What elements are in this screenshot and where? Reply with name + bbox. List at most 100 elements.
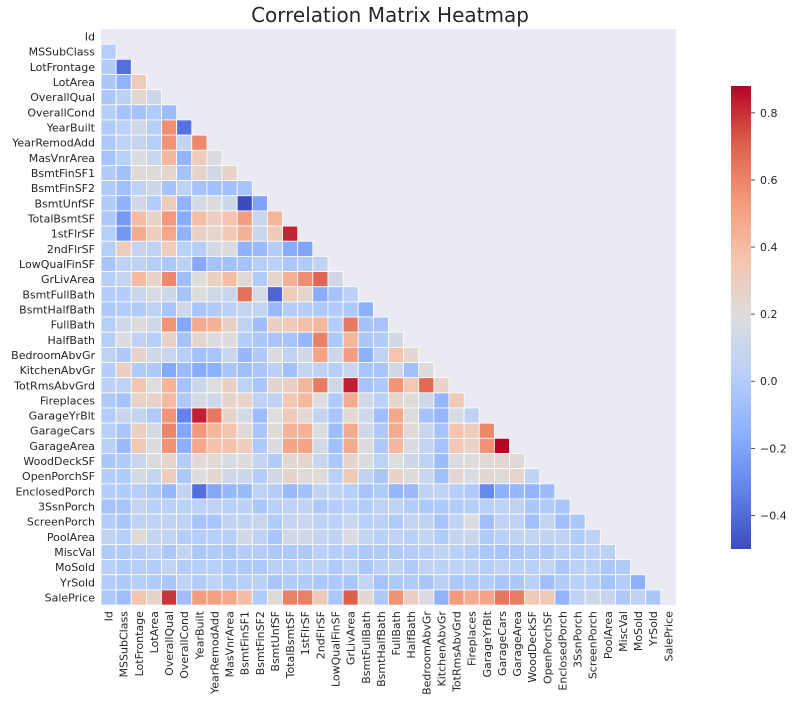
heatmap-cell (357, 346, 374, 363)
heatmap-cell (388, 498, 405, 515)
heatmap-cell (115, 453, 132, 470)
heatmap-cell (130, 240, 147, 257)
heatmap-cell (297, 528, 314, 545)
heatmap-cell (206, 392, 223, 409)
heatmap-cell (115, 240, 132, 257)
heatmap-cell (191, 301, 208, 318)
heatmap-cell (115, 559, 132, 576)
heatmap-cell (115, 301, 132, 318)
heatmap-cell (251, 407, 268, 424)
heatmap-cell (418, 589, 435, 606)
heatmap-cell (357, 528, 374, 545)
x-tick-label: PoolArea (602, 611, 615, 659)
heatmap-cell (251, 240, 268, 257)
heatmap-cell (100, 134, 117, 151)
heatmap-cell (145, 89, 162, 106)
heatmap-cell (100, 89, 117, 106)
heatmap-cell (493, 528, 510, 545)
heatmap-cell (342, 544, 359, 561)
heatmap-cell (282, 331, 299, 348)
heatmap-cell (478, 544, 495, 561)
heatmap-cell (130, 301, 147, 318)
heatmap-cell (100, 165, 117, 182)
heatmap-cell (372, 377, 389, 394)
heatmap-cell (433, 589, 450, 606)
heatmap-cell (161, 574, 178, 591)
heatmap-cell (161, 255, 178, 272)
heatmap-cell (327, 574, 344, 591)
heatmap-cell (267, 286, 283, 303)
heatmap-cell (645, 589, 662, 606)
heatmap-cell (115, 331, 132, 348)
heatmap-cell (615, 589, 631, 606)
y-tick-label: OverallCond (27, 106, 95, 119)
heatmap-cell (433, 377, 450, 394)
x-tick-label: LotFrontage (133, 611, 146, 677)
heatmap-cell (267, 589, 283, 606)
heatmap-cell (130, 559, 147, 576)
x-tick-label: FullBath (390, 611, 403, 655)
heatmap-cell (267, 468, 283, 485)
heatmap-cell (282, 346, 299, 363)
heatmap-cell (206, 498, 223, 515)
heatmap-cell (191, 574, 208, 591)
x-tick-label: BsmtFullBath (360, 611, 373, 684)
heatmap-cell (478, 453, 495, 470)
heatmap-cell (509, 528, 526, 545)
heatmap-cell (145, 544, 162, 561)
heatmap-cell (191, 195, 208, 212)
heatmap-cell (115, 392, 132, 409)
heatmap-cell (267, 255, 283, 272)
y-tick-label: MSSubClass (29, 46, 96, 59)
heatmap-cell (130, 346, 147, 363)
heatmap-cell (312, 589, 329, 606)
x-tick-label: LotArea (148, 611, 161, 653)
heatmap-cell (221, 286, 238, 303)
heatmap-cell (524, 559, 541, 576)
heatmap-cell (251, 422, 268, 439)
heatmap-cell (206, 574, 223, 591)
heatmap-cell (115, 422, 132, 439)
heatmap-cell (176, 225, 193, 242)
heatmap-cell (251, 195, 268, 212)
x-tick-label: MasVnrArea (224, 611, 237, 677)
heatmap-cell (418, 377, 435, 394)
heatmap-cell (191, 210, 208, 227)
heatmap-cell (327, 483, 344, 500)
heatmap-cell (372, 574, 389, 591)
heatmap-cell (161, 377, 178, 394)
heatmap-cell (267, 271, 283, 288)
heatmap-cell (448, 468, 465, 485)
x-tick-label: 2ndFlrSF (314, 611, 327, 659)
heatmap-cell (463, 407, 480, 424)
heatmap-cell (191, 407, 208, 424)
heatmap-cell (509, 483, 526, 500)
heatmap-cell (100, 544, 117, 561)
heatmap-cell (100, 559, 117, 576)
heatmap-cell (221, 559, 238, 576)
heatmap-cell (191, 453, 208, 470)
heatmap-cell (282, 453, 299, 470)
heatmap-cell (145, 574, 162, 591)
heatmap-cell (145, 165, 162, 182)
x-tick-label: TotRmsAbvGrd (451, 611, 464, 693)
x-tick-label: BsmtFinSF2 (254, 611, 267, 675)
heatmap-cell (418, 453, 435, 470)
heatmap-cell (176, 528, 193, 545)
heatmap-cell (524, 528, 541, 545)
heatmap-cell (236, 240, 253, 257)
heatmap-cell (191, 225, 208, 242)
heatmap-cell (327, 559, 344, 576)
heatmap-cell (145, 104, 162, 121)
heatmap-cell (191, 331, 208, 348)
heatmap-cell (267, 422, 283, 439)
heatmap-cell (221, 195, 238, 212)
heatmap-cell (312, 362, 329, 379)
x-tick-label: BedroomAbvGr (420, 611, 433, 695)
heatmap-cell (342, 362, 359, 379)
heatmap-cell (403, 346, 420, 363)
heatmap-cell (509, 513, 526, 530)
heatmap-cell (433, 453, 450, 470)
heatmap-cell (312, 498, 329, 515)
heatmap-cell (372, 498, 389, 515)
